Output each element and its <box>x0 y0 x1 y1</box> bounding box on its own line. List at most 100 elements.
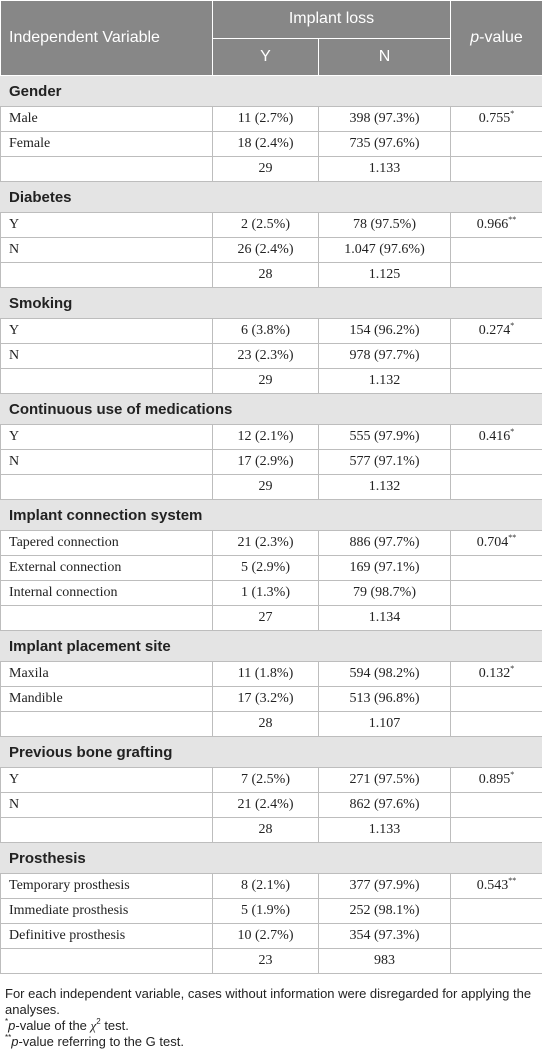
header-p-rest: -value <box>479 29 523 46</box>
implant-loss-n: 555 (97.9%) <box>318 424 451 450</box>
section-header-row: Previous bone grafting <box>0 736 542 768</box>
p-value-cell: 0.755* <box>450 106 542 132</box>
p-value-cell: 0.966** <box>450 212 542 238</box>
p-value-cell <box>450 449 542 475</box>
p-value: 0.895 <box>478 772 511 787</box>
implant-loss-y: 1 (1.3%) <box>212 580 319 606</box>
p-value-cell: 0.895* <box>450 767 542 793</box>
row-label <box>0 474 213 500</box>
table-header: Independent Variable Implant loss p-valu… <box>0 0 542 76</box>
p-value-cell: 0.274* <box>450 318 542 344</box>
p-value: 0.132 <box>478 666 511 681</box>
section-header-row: Continuous use of medications <box>0 393 542 425</box>
implant-loss-n: 1.133 <box>318 817 451 843</box>
implant-loss-n: 1.047 (97.6%) <box>318 237 451 263</box>
footnote-missing-info: For each independent variable, cases wit… <box>5 986 532 1017</box>
table-row: 28 1.133 <box>0 817 542 843</box>
section-header-row: Gender <box>0 75 542 107</box>
implant-loss-y: 10 (2.7%) <box>212 923 319 949</box>
footnote-chi-square: *p-value of the χ2 test. <box>5 1017 129 1034</box>
p-value-cell <box>450 580 542 606</box>
table-row: Y 12 (2.1%) 555 (97.9%) 0.416* <box>0 424 542 450</box>
header-col-n: N <box>318 37 451 76</box>
table-row: 23 983 <box>0 948 542 974</box>
table-row: Maxila 11 (1.8%) 594 (98.2%) 0.132* <box>0 661 542 687</box>
table-row: N 21 (2.4%) 862 (97.6%) <box>0 792 542 818</box>
p-value: 0.274 <box>478 323 511 338</box>
implant-loss-n: 862 (97.6%) <box>318 792 451 818</box>
p-value-cell: 0.132* <box>450 661 542 687</box>
table-row: Tapered connection 21 (2.3%) 886 (97.7%) 0.… <box>0 530 542 556</box>
implant-loss-n: 271 (97.5%) <box>318 767 451 793</box>
section-title: Gender <box>0 75 542 107</box>
section-header-row: Implant connection system <box>0 499 542 531</box>
row-label <box>0 605 213 631</box>
implant-loss-n: 1.134 <box>318 605 451 631</box>
table-row: N 17 (2.9%) 577 (97.1%) <box>0 449 542 475</box>
table-body: Gender Male 11 (2.7%) 398 (97.3%) 0.755* Fema… <box>0 75 542 974</box>
p-value-test-mark: * <box>510 427 515 436</box>
table-row: Temporary prosthesis 8 (2.1%) 377 (97.9%) 0… <box>0 873 542 899</box>
p-value-cell: 0.416* <box>450 424 542 450</box>
implant-loss-y: 5 (2.9%) <box>212 555 319 581</box>
implant-loss-y: 11 (1.8%) <box>212 661 319 687</box>
implant-loss-y: 29 <box>212 474 319 500</box>
row-label <box>0 368 213 394</box>
implant-loss-y: 7 (2.5%) <box>212 767 319 793</box>
table-row: 29 1.132 <box>0 368 542 394</box>
row-label: Temporary prosthesis <box>0 873 213 899</box>
section-title: Diabetes <box>0 181 542 213</box>
p-value-test-mark: * <box>510 664 515 673</box>
section-title: Implant connection system <box>0 499 542 531</box>
implant-loss-y: 28 <box>212 262 319 288</box>
p-value: 0.755 <box>478 111 511 126</box>
implant-loss-y: 23 (2.3%) <box>212 343 319 369</box>
row-label: N <box>0 449 213 475</box>
section-title: Previous bone grafting <box>0 736 542 768</box>
row-label: Y <box>0 767 213 793</box>
implant-loss-y: 28 <box>212 817 319 843</box>
row-label: N <box>0 792 213 818</box>
p-value-cell <box>450 368 542 394</box>
table-row: External connection 5 (2.9%) 169 (97.1%) <box>0 555 542 581</box>
table-row: Female 18 (2.4%) 735 (97.6%) <box>0 131 542 157</box>
p-value: 0.416 <box>478 429 511 444</box>
row-label: Mandible <box>0 686 213 712</box>
implant-loss-y: 2 (2.5%) <box>212 212 319 238</box>
p-value-cell: 0.704** <box>450 530 542 556</box>
p-value-cell <box>450 156 542 182</box>
p-value-test-mark: * <box>510 109 515 118</box>
p-value-cell <box>450 262 542 288</box>
header-p-value: p-value <box>450 0 542 76</box>
row-label: Definitive prosthesis <box>0 923 213 949</box>
implant-loss-y: 28 <box>212 711 319 737</box>
implant-loss-y: 29 <box>212 368 319 394</box>
footnotes: For each independent variable, cases wit… <box>0 974 542 1050</box>
table-row: Mandible 17 (3.2%) 513 (96.8%) <box>0 686 542 712</box>
implant-loss-y: 17 (3.2%) <box>212 686 319 712</box>
p-value-cell <box>450 555 542 581</box>
implant-loss-y: 12 (2.1%) <box>212 424 319 450</box>
implant-loss-n: 398 (97.3%) <box>318 106 451 132</box>
row-label: Y <box>0 318 213 344</box>
p-value-cell: 0.543** <box>450 873 542 899</box>
row-label: Female <box>0 131 213 157</box>
p-value-cell <box>450 817 542 843</box>
table-row: Male 11 (2.7%) 398 (97.3%) 0.755* <box>0 106 542 132</box>
table-row: N 23 (2.3%) 978 (97.7%) <box>0 343 542 369</box>
table-row: 27 1.134 <box>0 605 542 631</box>
implant-loss-n: 1.132 <box>318 368 451 394</box>
header-implant-loss: Implant loss <box>212 0 451 39</box>
p-value-test-mark: * <box>510 770 515 779</box>
p-value-cell <box>450 711 542 737</box>
implant-loss-y: 27 <box>212 605 319 631</box>
section-title: Prosthesis <box>0 842 542 874</box>
table-row: 29 1.132 <box>0 474 542 500</box>
implant-loss-n: 252 (98.1%) <box>318 898 451 924</box>
table-row: N 26 (2.4%) 1.047 (97.6%) <box>0 237 542 263</box>
p-value-cell <box>450 474 542 500</box>
implant-loss-y: 29 <box>212 156 319 182</box>
